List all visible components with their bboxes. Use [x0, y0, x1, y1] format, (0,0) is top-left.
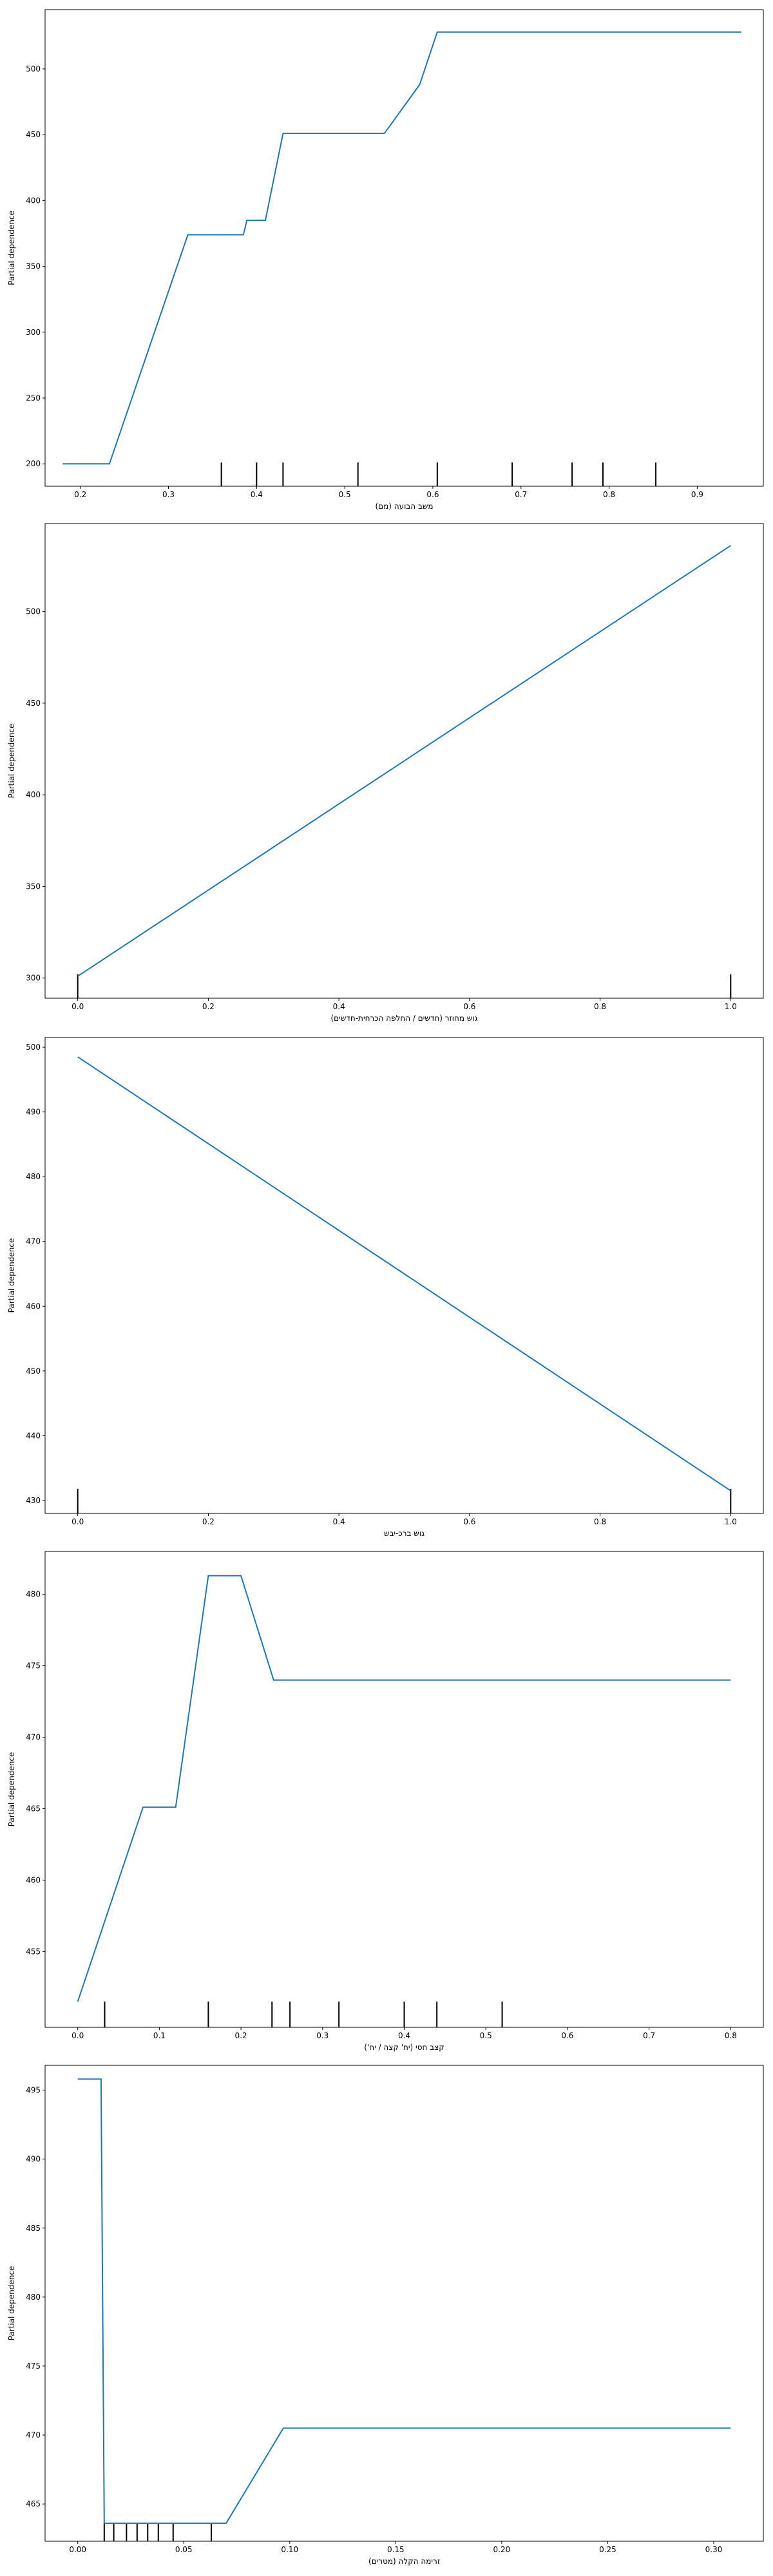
pd-line [62, 31, 741, 465]
y-axis-title: Partial dependence [7, 724, 16, 799]
pd-line [77, 1575, 731, 2002]
x-tick-label: 0.7 [515, 490, 527, 499]
y-tick-label: 300 [26, 974, 41, 983]
plot-frame [44, 9, 764, 487]
y-tick-label: 490 [26, 1108, 41, 1117]
pd-line [77, 545, 731, 977]
y-tick-label: 350 [26, 882, 41, 891]
y-tick-label: 450 [26, 699, 41, 708]
y-axis-title: Partial dependence [7, 1752, 16, 1827]
y-tick-label: 400 [26, 196, 41, 205]
x-tick-label: 0.0 [72, 1002, 84, 1011]
y-tick-label: 450 [26, 130, 41, 139]
x-tick-label: 0.4 [333, 1517, 345, 1526]
x-tick-label: 0.0 [72, 2031, 84, 2040]
pd-panel-3: 0.0 0.2 0.4 0.6 0.8 1.0 430 440 450 460 470 480 490 5… [7, 1037, 764, 1538]
x-tick-label: 0.30 [705, 2545, 723, 2554]
plot-frame [44, 523, 764, 999]
x-axis-title: קצב חסי (יח' קצה / יח') [364, 2043, 444, 2052]
x-tick-label: 1.0 [725, 1002, 737, 1011]
y-tick-label: 350 [26, 262, 41, 271]
x-tick-label: 0.2 [202, 1517, 215, 1526]
pd-line [77, 2078, 731, 2524]
x-tick-label: 0.1 [153, 2031, 166, 2040]
y-tick-label: 470 [26, 2430, 41, 2439]
x-axis-title: זרימה הקלה (מטרים) [368, 2557, 440, 2566]
y-axis-title: Partial dependence [7, 2266, 16, 2341]
x-tick-label: 0.2 [202, 1002, 215, 1011]
x-tick-label: 0.6 [463, 1517, 475, 1526]
y-tick-label: 480 [26, 2293, 41, 2302]
x-tick-label: 0.3 [316, 2031, 329, 2040]
y-axis-title: Partial dependence [7, 211, 16, 285]
y-tick-label: 460 [26, 1302, 41, 1311]
x-tick-label: 0.0 [72, 1517, 84, 1526]
x-axis-title: גוש ברכ-יבש [384, 1529, 425, 1538]
y-tick-label: 460 [26, 1875, 41, 1884]
x-tick-label: 0.2 [74, 490, 86, 499]
y-tick-label: 465 [26, 1804, 41, 1813]
y-tick-label: 480 [26, 1172, 41, 1181]
x-tick-label: 0.8 [594, 1002, 606, 1011]
x-tick-label: 0.8 [603, 490, 615, 499]
pd-panel-5: 0.00 0.05 0.10 0.15 0.20 0.25 0.30 465 470 475 480… [7, 2065, 764, 2566]
y-tick-label: 470 [26, 1237, 41, 1246]
y-tick-label: 485 [26, 2224, 41, 2233]
pd-panel-2: 0.0 0.2 0.4 0.6 0.8 1.0 300 350 400 450 500 גוש מחו… [7, 523, 764, 1023]
x-tick-label: 0.7 [643, 2031, 655, 2040]
pd-panel-4: 0.0 0.1 0.2 0.3 0.4 0.5 0.6 0.7 0.8 455 460 465 470 4… [7, 1551, 764, 2052]
y-tick-label: 495 [26, 2086, 41, 2095]
plot-frame [44, 1037, 764, 1514]
y-tick-label: 475 [26, 1662, 41, 1671]
plot-frame [44, 2065, 764, 2542]
y-tick-label: 500 [26, 1043, 41, 1052]
y-tick-label: 430 [26, 1496, 41, 1505]
x-tick-label: 1.0 [725, 1517, 737, 1526]
x-axis-title: משב הבועה (מם) [375, 502, 433, 511]
x-tick-label: 0.05 [175, 2545, 193, 2554]
x-tick-label: 0.6 [426, 490, 439, 499]
x-tick-label: 0.4 [251, 490, 263, 499]
y-tick-label: 480 [26, 1590, 41, 1599]
plot-frame [44, 1551, 764, 2028]
x-tick-label: 0.2 [235, 2031, 247, 2040]
y-tick-label: 470 [26, 1732, 41, 1741]
x-tick-label: 0.8 [594, 1517, 606, 1526]
x-tick-label: 0.6 [561, 2031, 573, 2040]
y-tick-label: 465 [26, 2499, 41, 2508]
x-tick-label: 0.6 [463, 1002, 475, 1011]
y-tick-label: 490 [26, 2155, 41, 2164]
y-tick-label: 455 [26, 1947, 41, 1956]
x-tick-label: 0.15 [387, 2545, 405, 2554]
y-tick-label: 475 [26, 2362, 41, 2371]
x-tick-label: 0.5 [339, 490, 351, 499]
x-tick-label: 0.20 [493, 2545, 511, 2554]
y-tick-label: 440 [26, 1431, 41, 1440]
x-tick-label: 0.10 [281, 2545, 298, 2554]
x-tick-label: 0.8 [725, 2031, 737, 2040]
y-tick-label: 500 [26, 607, 41, 616]
x-axis-title: גוש מחוזר (חדשים / החלפה הכרחית-חדשים) [331, 1014, 478, 1023]
y-tick-label: 300 [26, 328, 41, 337]
y-tick-label: 500 [26, 64, 41, 73]
pd-panel-1: 0.2 0.3 0.4 0.5 0.6 0.7 0.8 0.9 200 250 300 350 400 4… [7, 9, 764, 511]
x-tick-label: 0.5 [480, 2031, 492, 2040]
x-tick-label: 0.4 [398, 2031, 410, 2040]
x-tick-label: 0.25 [599, 2545, 616, 2554]
y-tick-label: 400 [26, 790, 41, 799]
x-tick-label: 0.4 [333, 1002, 345, 1011]
y-tick-label: 450 [26, 1367, 41, 1376]
y-tick-label: 200 [26, 459, 41, 468]
pd-line [77, 1056, 731, 1492]
x-tick-label: 0.9 [691, 490, 703, 499]
x-tick-label: 0.3 [162, 490, 175, 499]
x-tick-label: 0.00 [69, 2545, 86, 2554]
y-axis-title: Partial dependence [7, 1238, 16, 1313]
y-tick-label: 250 [26, 393, 41, 402]
